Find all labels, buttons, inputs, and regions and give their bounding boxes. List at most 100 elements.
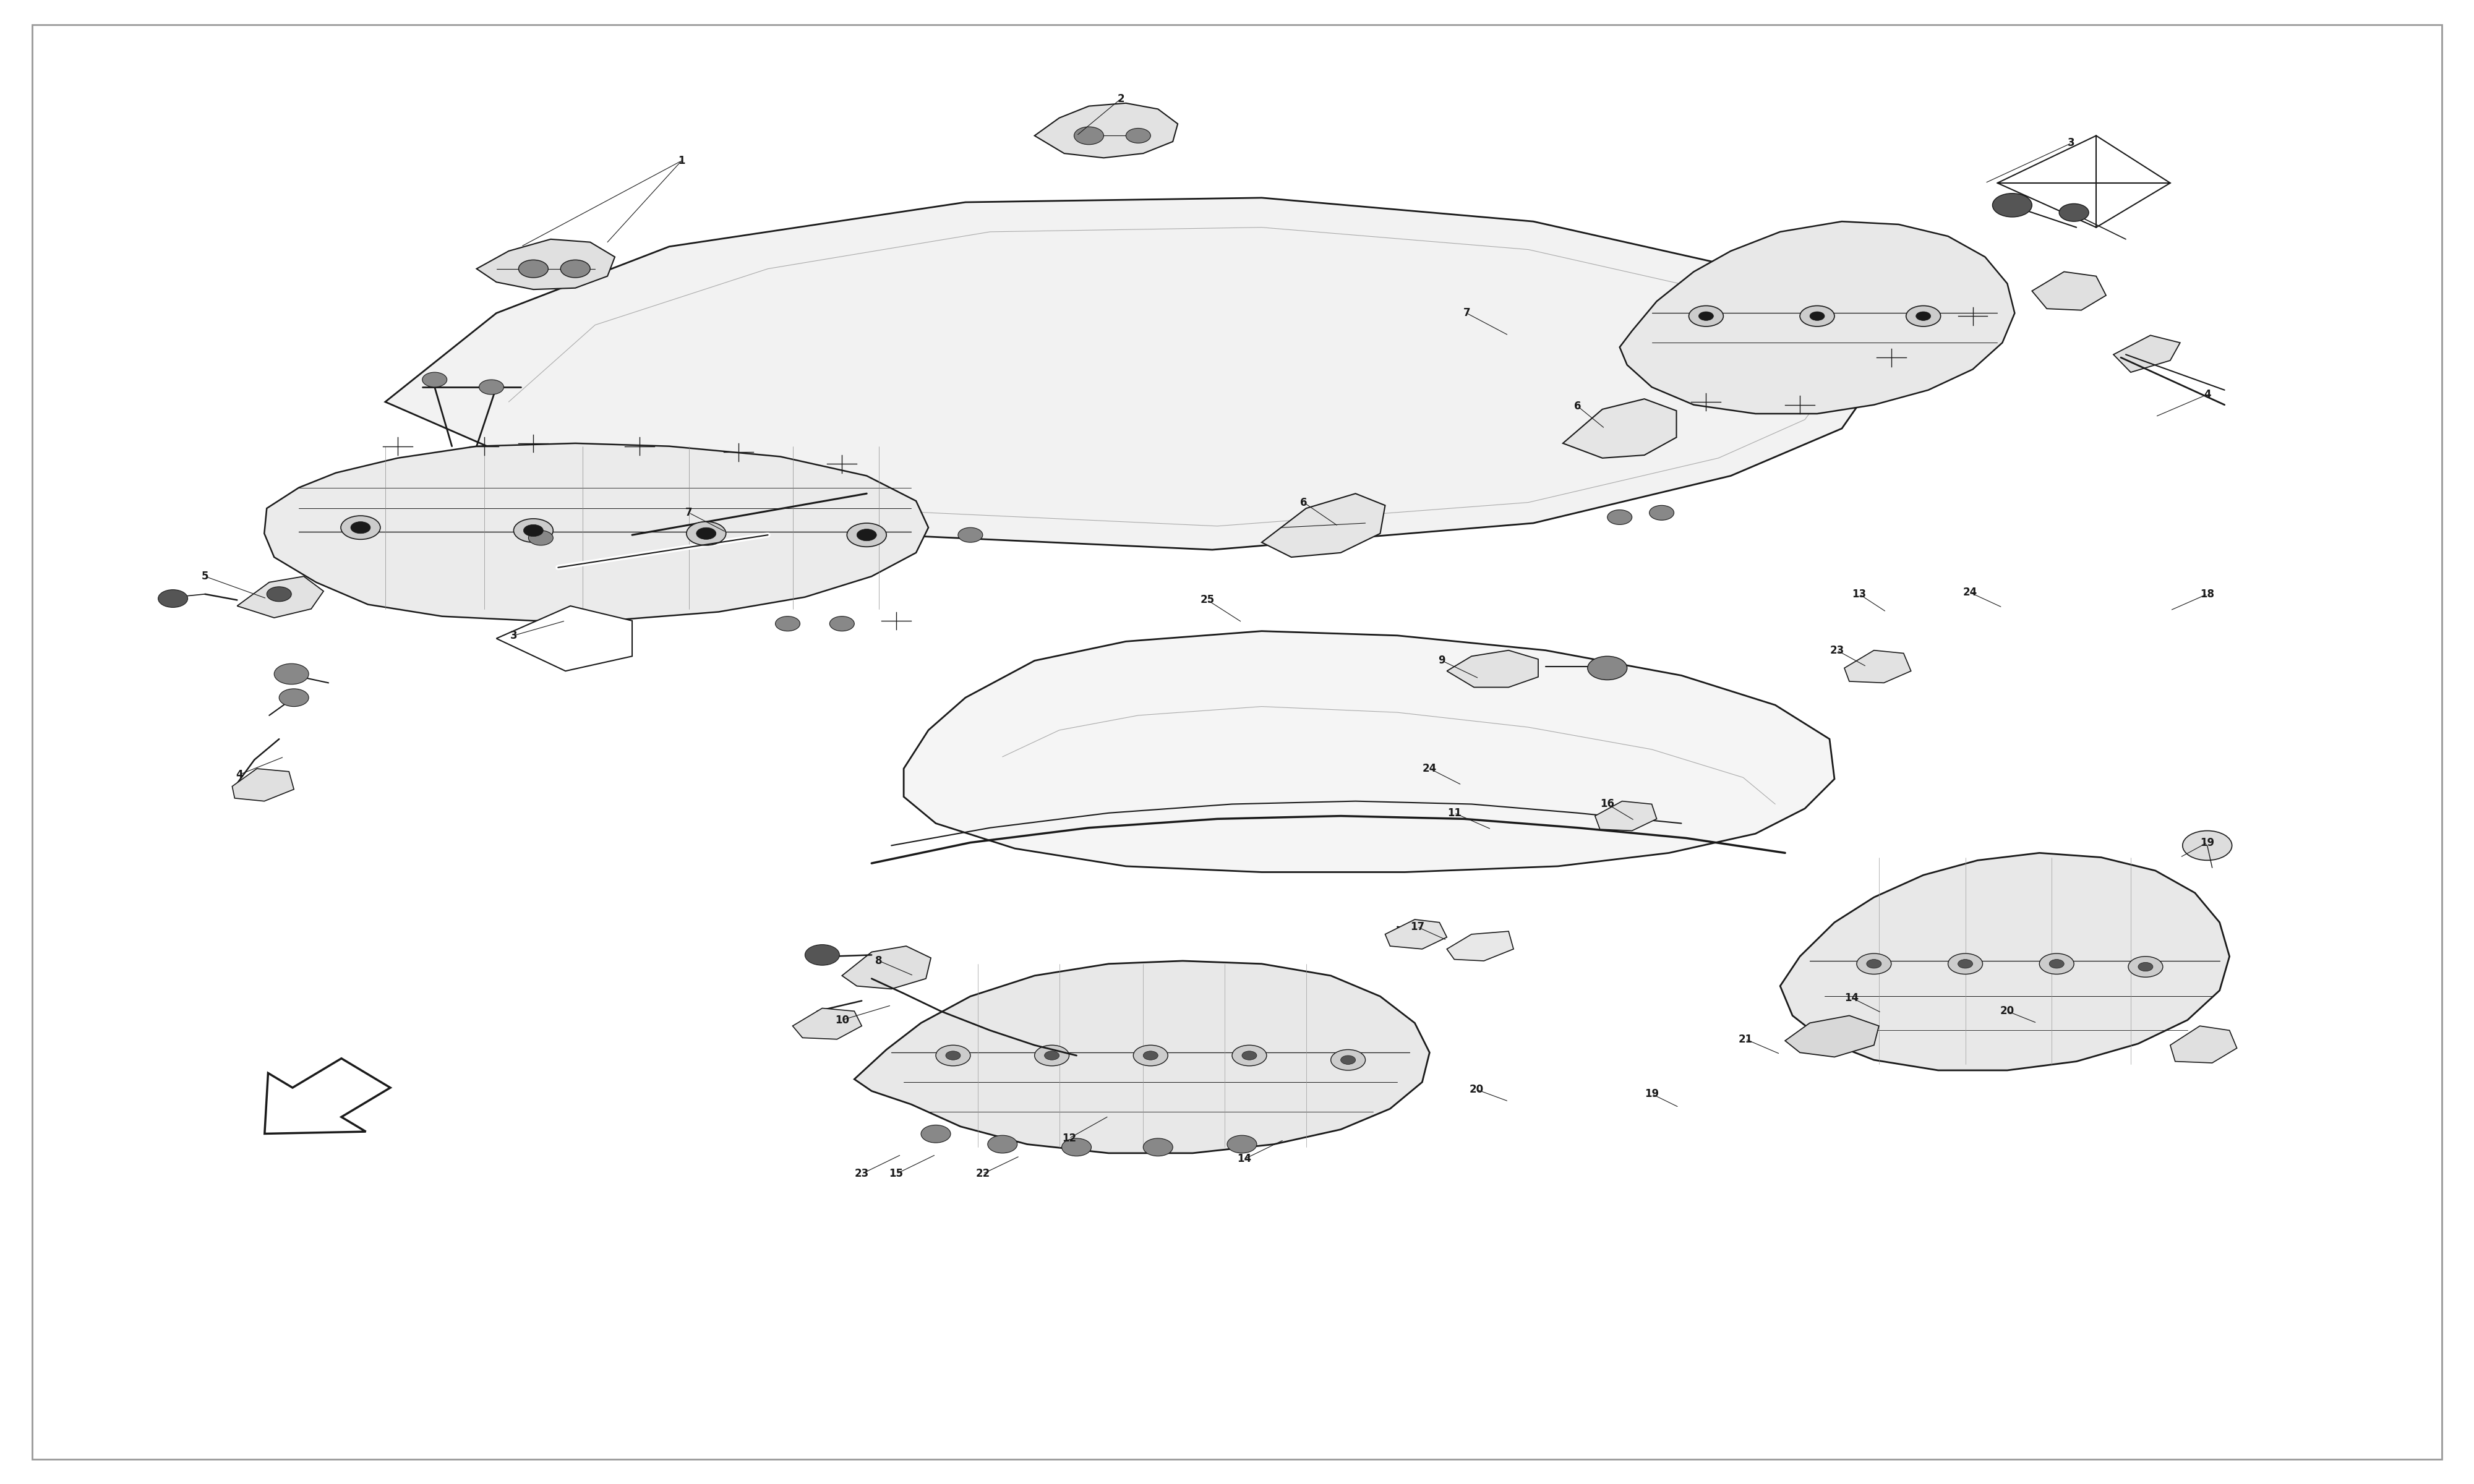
Circle shape — [520, 260, 549, 278]
Polygon shape — [2113, 335, 2180, 372]
Polygon shape — [1034, 104, 1178, 157]
Text: 19: 19 — [2199, 837, 2214, 849]
Circle shape — [1341, 1055, 1356, 1064]
Text: 3: 3 — [510, 631, 517, 641]
Text: 22: 22 — [975, 1168, 990, 1180]
Circle shape — [1700, 312, 1714, 321]
Circle shape — [2138, 962, 2152, 971]
Text: 4: 4 — [2204, 389, 2212, 401]
Polygon shape — [386, 197, 1878, 549]
Circle shape — [1608, 510, 1633, 525]
Polygon shape — [1385, 920, 1447, 950]
Circle shape — [529, 530, 554, 545]
Circle shape — [524, 525, 544, 536]
Polygon shape — [477, 239, 616, 289]
Circle shape — [1992, 193, 2031, 217]
Circle shape — [158, 589, 188, 607]
Circle shape — [1588, 656, 1628, 680]
Circle shape — [1044, 1051, 1059, 1060]
Polygon shape — [233, 769, 294, 801]
Polygon shape — [1997, 135, 2170, 227]
Circle shape — [423, 372, 448, 387]
Text: 18: 18 — [2199, 589, 2214, 600]
Text: 23: 23 — [1831, 644, 1843, 656]
Polygon shape — [265, 444, 928, 620]
Text: 2: 2 — [1118, 93, 1126, 104]
Circle shape — [1905, 306, 1940, 326]
Circle shape — [856, 530, 876, 540]
Text: 25: 25 — [1200, 595, 1215, 605]
Polygon shape — [1447, 932, 1514, 960]
Polygon shape — [903, 631, 1833, 873]
Circle shape — [957, 528, 982, 542]
Text: 14: 14 — [1237, 1153, 1252, 1165]
Circle shape — [2128, 956, 2162, 976]
Text: 11: 11 — [1447, 807, 1462, 819]
Text: 1: 1 — [678, 156, 685, 166]
Text: 4: 4 — [235, 769, 242, 781]
Circle shape — [846, 524, 886, 546]
Text: 24: 24 — [1423, 763, 1437, 775]
Circle shape — [1915, 312, 1930, 321]
Circle shape — [1074, 126, 1103, 144]
Polygon shape — [1781, 853, 2229, 1070]
Text: 10: 10 — [834, 1015, 849, 1025]
Text: 6: 6 — [1301, 497, 1306, 508]
Circle shape — [945, 1051, 960, 1060]
Circle shape — [267, 586, 292, 601]
Circle shape — [1331, 1049, 1366, 1070]
Circle shape — [935, 1045, 970, 1066]
Circle shape — [2048, 959, 2063, 968]
Polygon shape — [497, 605, 633, 671]
Text: 20: 20 — [1999, 1006, 2014, 1017]
Text: 19: 19 — [1645, 1088, 1660, 1100]
Text: 21: 21 — [1739, 1034, 1752, 1045]
Circle shape — [1650, 506, 1675, 521]
Text: 20: 20 — [1470, 1083, 1484, 1095]
Circle shape — [351, 522, 371, 533]
Polygon shape — [1564, 399, 1677, 459]
Text: 8: 8 — [876, 956, 883, 966]
Text: 6: 6 — [1573, 401, 1581, 413]
Polygon shape — [1620, 221, 2014, 414]
Circle shape — [1126, 128, 1150, 142]
Circle shape — [515, 519, 554, 542]
Text: 13: 13 — [1853, 589, 1865, 600]
Polygon shape — [841, 947, 930, 988]
Circle shape — [695, 528, 715, 539]
Circle shape — [1856, 954, 1890, 974]
Circle shape — [1242, 1051, 1257, 1060]
Polygon shape — [2031, 272, 2105, 310]
Circle shape — [1811, 312, 1826, 321]
Text: 15: 15 — [888, 1168, 903, 1180]
Circle shape — [1865, 959, 1880, 968]
Circle shape — [1947, 954, 1982, 974]
Text: 3: 3 — [2068, 138, 2076, 148]
Circle shape — [1143, 1051, 1158, 1060]
Text: 17: 17 — [1410, 922, 1425, 932]
Text: 9: 9 — [1437, 654, 1445, 666]
Polygon shape — [1786, 1015, 1878, 1057]
Text: 7: 7 — [1462, 307, 1470, 319]
Polygon shape — [1596, 801, 1658, 831]
Circle shape — [2182, 831, 2232, 861]
Circle shape — [1690, 306, 1724, 326]
Circle shape — [1801, 306, 1833, 326]
Circle shape — [2039, 954, 2073, 974]
Text: 14: 14 — [1846, 993, 1858, 1003]
Circle shape — [1232, 1045, 1267, 1066]
Polygon shape — [2170, 1025, 2236, 1063]
Circle shape — [920, 1125, 950, 1143]
Circle shape — [1957, 959, 1972, 968]
Circle shape — [987, 1135, 1017, 1153]
Text: 5: 5 — [200, 571, 208, 582]
Circle shape — [1061, 1138, 1091, 1156]
Circle shape — [685, 522, 725, 545]
Text: 24: 24 — [1962, 588, 1977, 598]
Circle shape — [2058, 203, 2088, 221]
Circle shape — [1143, 1138, 1173, 1156]
Text: 16: 16 — [1601, 798, 1616, 810]
Polygon shape — [1262, 494, 1385, 556]
Polygon shape — [1447, 650, 1539, 687]
Circle shape — [275, 663, 309, 684]
